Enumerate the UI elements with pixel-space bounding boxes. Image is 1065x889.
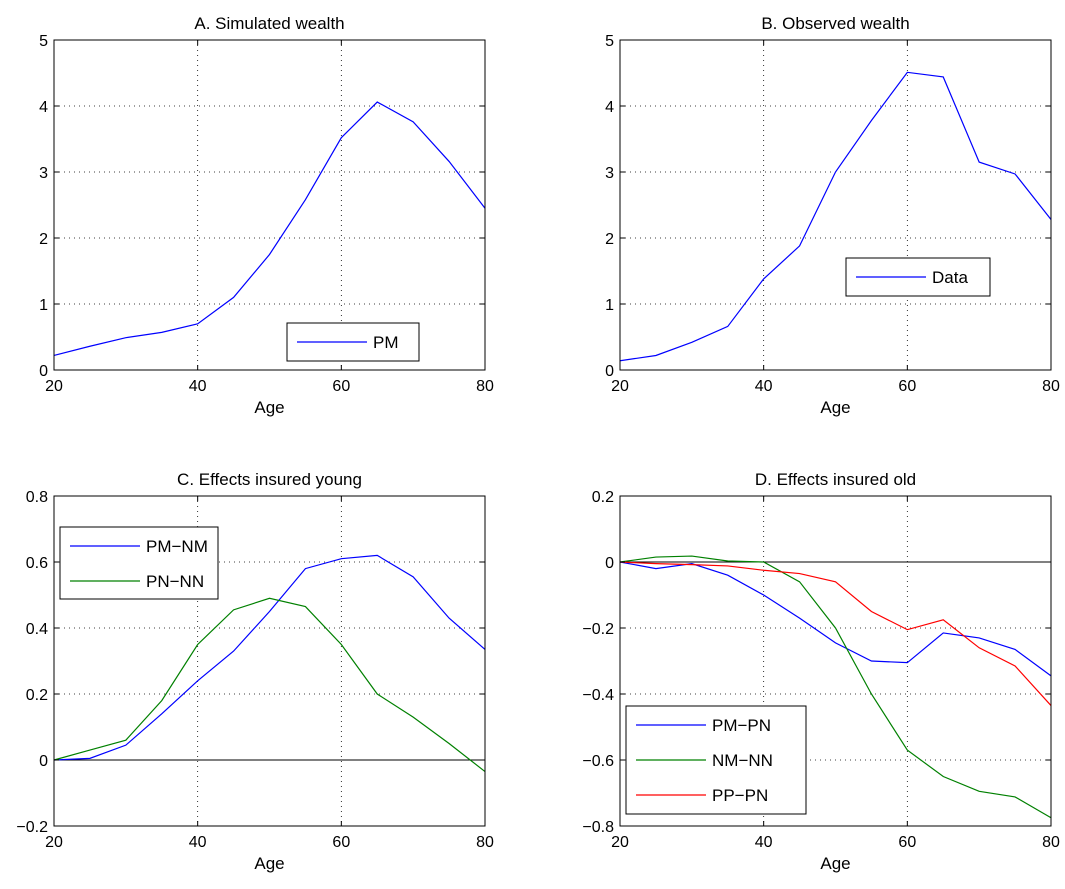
series-line-1 <box>619 71 1052 362</box>
x-tick-label: 40 <box>755 834 773 851</box>
legend: PM <box>286 322 420 362</box>
y-tick-label: 5 <box>39 33 48 50</box>
chart-panel-1: 20 40 60 80 0 1 2 3 4 5 A. Simulated wealth Age PM <box>39 14 494 417</box>
legend-label: PM−PN <box>712 716 771 735</box>
y-tick-label: 1 <box>605 297 614 314</box>
plot-frame <box>619 39 1052 371</box>
y-tick-label: 0.6 <box>26 555 48 572</box>
legend-label: NM−NN <box>712 751 773 770</box>
series-line-1 <box>53 101 486 357</box>
y-tick-label: 0.2 <box>592 489 614 506</box>
legend-label: Data <box>932 268 968 287</box>
y-tick-label: 0 <box>605 555 614 572</box>
plot-frame <box>53 495 486 827</box>
y-tick-label: 0 <box>605 363 614 380</box>
series-line-1 <box>619 561 1052 677</box>
legend-label: PP−PN <box>712 786 768 805</box>
legend-box <box>59 526 219 600</box>
legend: Data <box>845 257 991 297</box>
series-line-1 <box>53 554 486 761</box>
y-tick-label: 5 <box>605 33 614 50</box>
y-tick-label: 1 <box>39 297 48 314</box>
y-tick-label: 3 <box>605 165 614 182</box>
x-axis-label: Age <box>254 398 284 417</box>
x-tick-label: 40 <box>189 378 207 395</box>
series-line-2 <box>619 555 1052 819</box>
series-line-3 <box>619 561 1052 706</box>
legend: PM−PN NM−NN PP−PN <box>625 705 807 815</box>
x-axis-label: Age <box>254 854 284 873</box>
y-tick-label: 2 <box>39 231 48 248</box>
x-tick-label: 80 <box>1042 378 1060 395</box>
plot-frame <box>619 495 1052 827</box>
y-tick-label: 0.8 <box>26 489 48 506</box>
y-tick-label: 0.2 <box>26 687 48 704</box>
y-tick-label: 0 <box>39 363 48 380</box>
legend-label: PM <box>373 333 399 352</box>
plot-frame <box>53 39 486 371</box>
y-tick-label: −0.4 <box>582 687 614 704</box>
y-tick-label: 0 <box>39 753 48 770</box>
y-tick-label: 4 <box>605 99 614 116</box>
x-tick-label: 20 <box>45 834 63 851</box>
x-tick-label: 80 <box>476 834 494 851</box>
chart-title: C. Effects insured young <box>177 470 362 489</box>
x-tick-label: 60 <box>898 378 916 395</box>
x-tick-label: 60 <box>332 378 350 395</box>
chart-panel-2: 20 40 60 80 0 1 2 3 4 5 B. Observed wealth Age Data <box>605 14 1060 417</box>
x-axis-label: Age <box>820 854 850 873</box>
y-tick-label: 4 <box>39 99 48 116</box>
x-tick-label: 20 <box>611 834 629 851</box>
x-tick-label: 20 <box>611 378 629 395</box>
x-axis-label: Age <box>820 398 850 417</box>
x-tick-label: 80 <box>1042 834 1060 851</box>
chart-panel-3: 20 40 60 80 −0.2 0 0.2 0.4 0.6 0.8 C. Effects insu… <box>16 470 494 873</box>
y-tick-label: −0.8 <box>582 819 614 836</box>
series-line-2 <box>53 597 486 773</box>
y-tick-label: −0.6 <box>582 753 614 770</box>
x-tick-label: 60 <box>332 834 350 851</box>
legend-label: PN−NN <box>146 572 204 591</box>
legend-label: PM−NM <box>146 537 208 556</box>
x-tick-label: 60 <box>898 834 916 851</box>
chart-title: B. Observed wealth <box>761 14 909 33</box>
chart-title: D. Effects insured old <box>755 470 916 489</box>
x-tick-label: 20 <box>45 378 63 395</box>
y-tick-label: 3 <box>39 165 48 182</box>
y-tick-label: 0.4 <box>26 621 48 638</box>
y-tick-label: −0.2 <box>582 621 614 638</box>
y-tick-label: −0.2 <box>16 819 48 836</box>
legend: PM−NM PN−NN <box>59 526 219 600</box>
chart-title: A. Simulated wealth <box>194 14 344 33</box>
y-tick-label: 2 <box>605 231 614 248</box>
x-tick-label: 40 <box>189 834 207 851</box>
chart-panel-4: 20 40 60 80 −0.8 −0.6 −0.4 −0.2 0 0.2 D. Effects i… <box>582 470 1060 873</box>
x-tick-label: 40 <box>755 378 773 395</box>
x-tick-label: 80 <box>476 378 494 395</box>
